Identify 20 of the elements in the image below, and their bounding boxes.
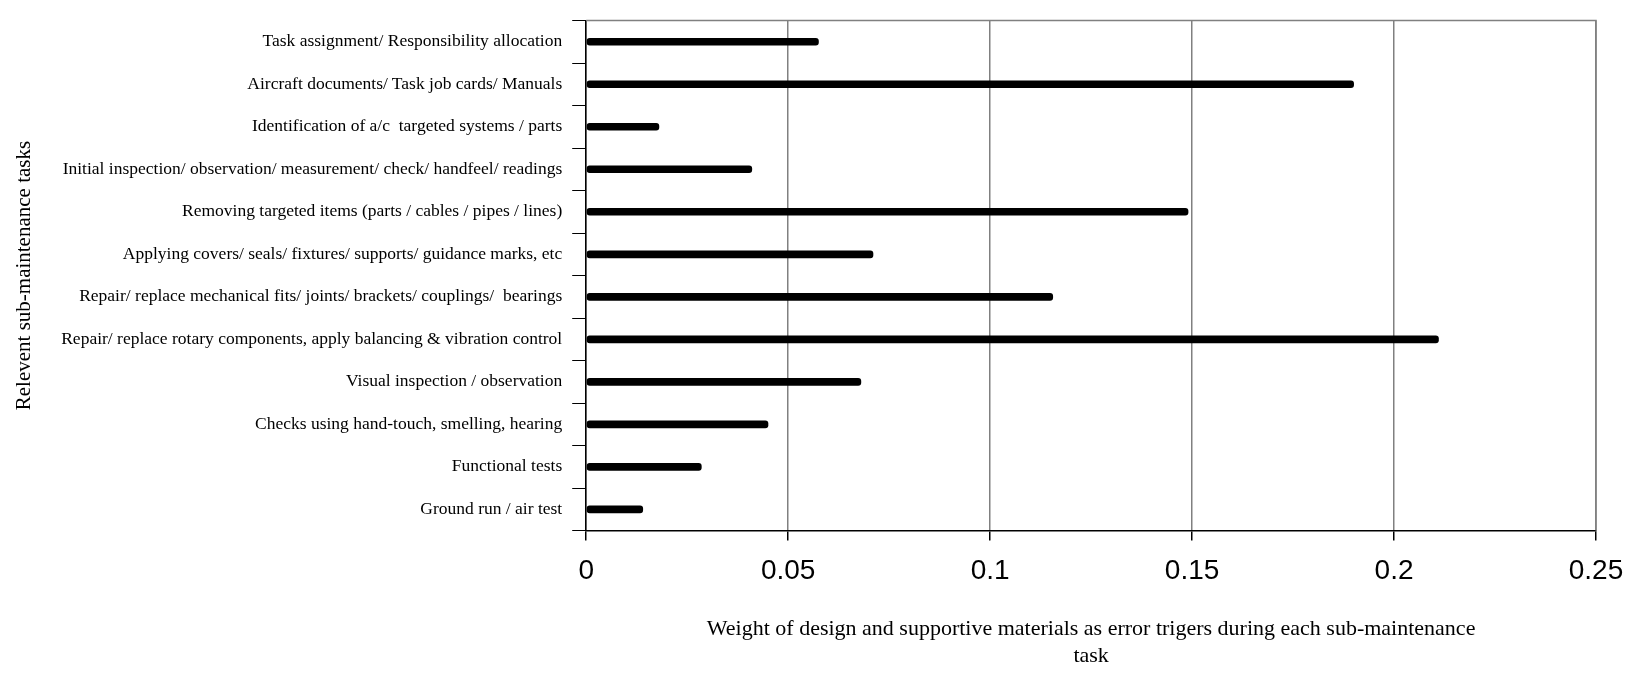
y-tick-label: Removing targeted items (parts / cables / pipes / lines) (182, 200, 563, 221)
y-tick-label: Initial inspection/ observation/ measurement/ check/ handfeel/ readings (62, 157, 563, 178)
x-tick-label: 0.1 (970, 554, 1010, 586)
y-tick-label: Visual inspection / observation (346, 370, 563, 391)
x-tick-label: 0.25 (1568, 554, 1624, 586)
y-tick-label: Aircraft documents/ Task job cards/ Manuals (247, 72, 563, 93)
x-tick-label: 0.05 (760, 554, 816, 586)
x-tick-label: 0 (578, 554, 594, 586)
y-tick-label: Repair/ replace mechanical fits/ joints/ brackets/ couplings/ bearings (79, 285, 563, 306)
x-tick-label: 0.15 (1164, 554, 1220, 586)
y-tick-label: Task assignment/ Responsibility allocation (262, 30, 563, 51)
y-tick-label: Repair/ replace rotary components, apply balancing & vibration control (61, 327, 563, 348)
y-tick-label: Functional tests (451, 455, 563, 476)
y-tick-label: Identification of a/c targeted systems / parts (252, 115, 563, 136)
x-tick-label: 0.2 (1374, 554, 1414, 586)
y-tick-label: Checks using hand-touch, smelling, hearing (255, 412, 563, 433)
x-axis-title: Weight of design and supportive materials as error trigers during each sub-maintenance task (706, 615, 1476, 667)
y-tick-label: Ground run / air test (420, 497, 563, 518)
y-axis-title: Relevent sub-maintenance tasks (11, 140, 36, 411)
y-tick-label: Applying covers/ seals/ fixtures/ supports/ guidance marks, etc (122, 242, 563, 263)
